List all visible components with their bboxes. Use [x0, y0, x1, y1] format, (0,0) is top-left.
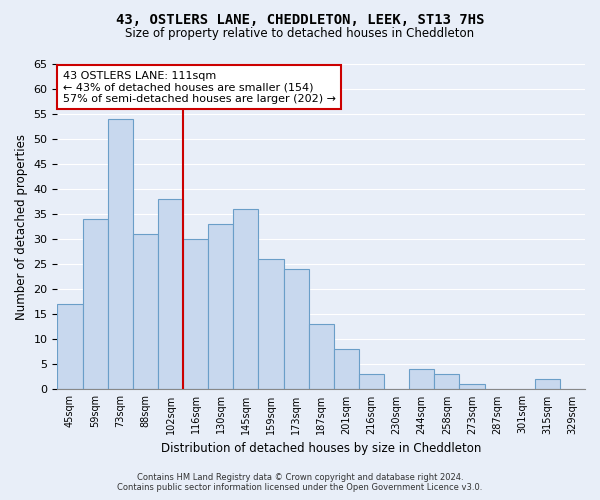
Bar: [183, 239, 208, 390]
Bar: [359, 374, 384, 390]
Text: 43 OSTLERS LANE: 111sqm
← 43% of detached houses are smaller (154)
57% of semi-d: 43 OSTLERS LANE: 111sqm ← 43% of detache…: [62, 70, 335, 104]
Bar: [535, 380, 560, 390]
Bar: [58, 304, 83, 390]
Bar: [83, 219, 107, 390]
Bar: [434, 374, 460, 390]
Bar: [208, 224, 233, 390]
Bar: [259, 260, 284, 390]
Bar: [233, 209, 259, 390]
Bar: [308, 324, 334, 390]
Bar: [284, 270, 308, 390]
Bar: [460, 384, 485, 390]
Bar: [107, 119, 133, 390]
Bar: [409, 370, 434, 390]
Text: 43, OSTLERS LANE, CHEDDLETON, LEEK, ST13 7HS: 43, OSTLERS LANE, CHEDDLETON, LEEK, ST13…: [116, 12, 484, 26]
Bar: [158, 199, 183, 390]
Bar: [334, 350, 359, 390]
Text: Size of property relative to detached houses in Cheddleton: Size of property relative to detached ho…: [125, 28, 475, 40]
Y-axis label: Number of detached properties: Number of detached properties: [15, 134, 28, 320]
Text: Contains HM Land Registry data © Crown copyright and database right 2024.
Contai: Contains HM Land Registry data © Crown c…: [118, 473, 482, 492]
X-axis label: Distribution of detached houses by size in Cheddleton: Distribution of detached houses by size …: [161, 442, 481, 455]
Bar: [133, 234, 158, 390]
